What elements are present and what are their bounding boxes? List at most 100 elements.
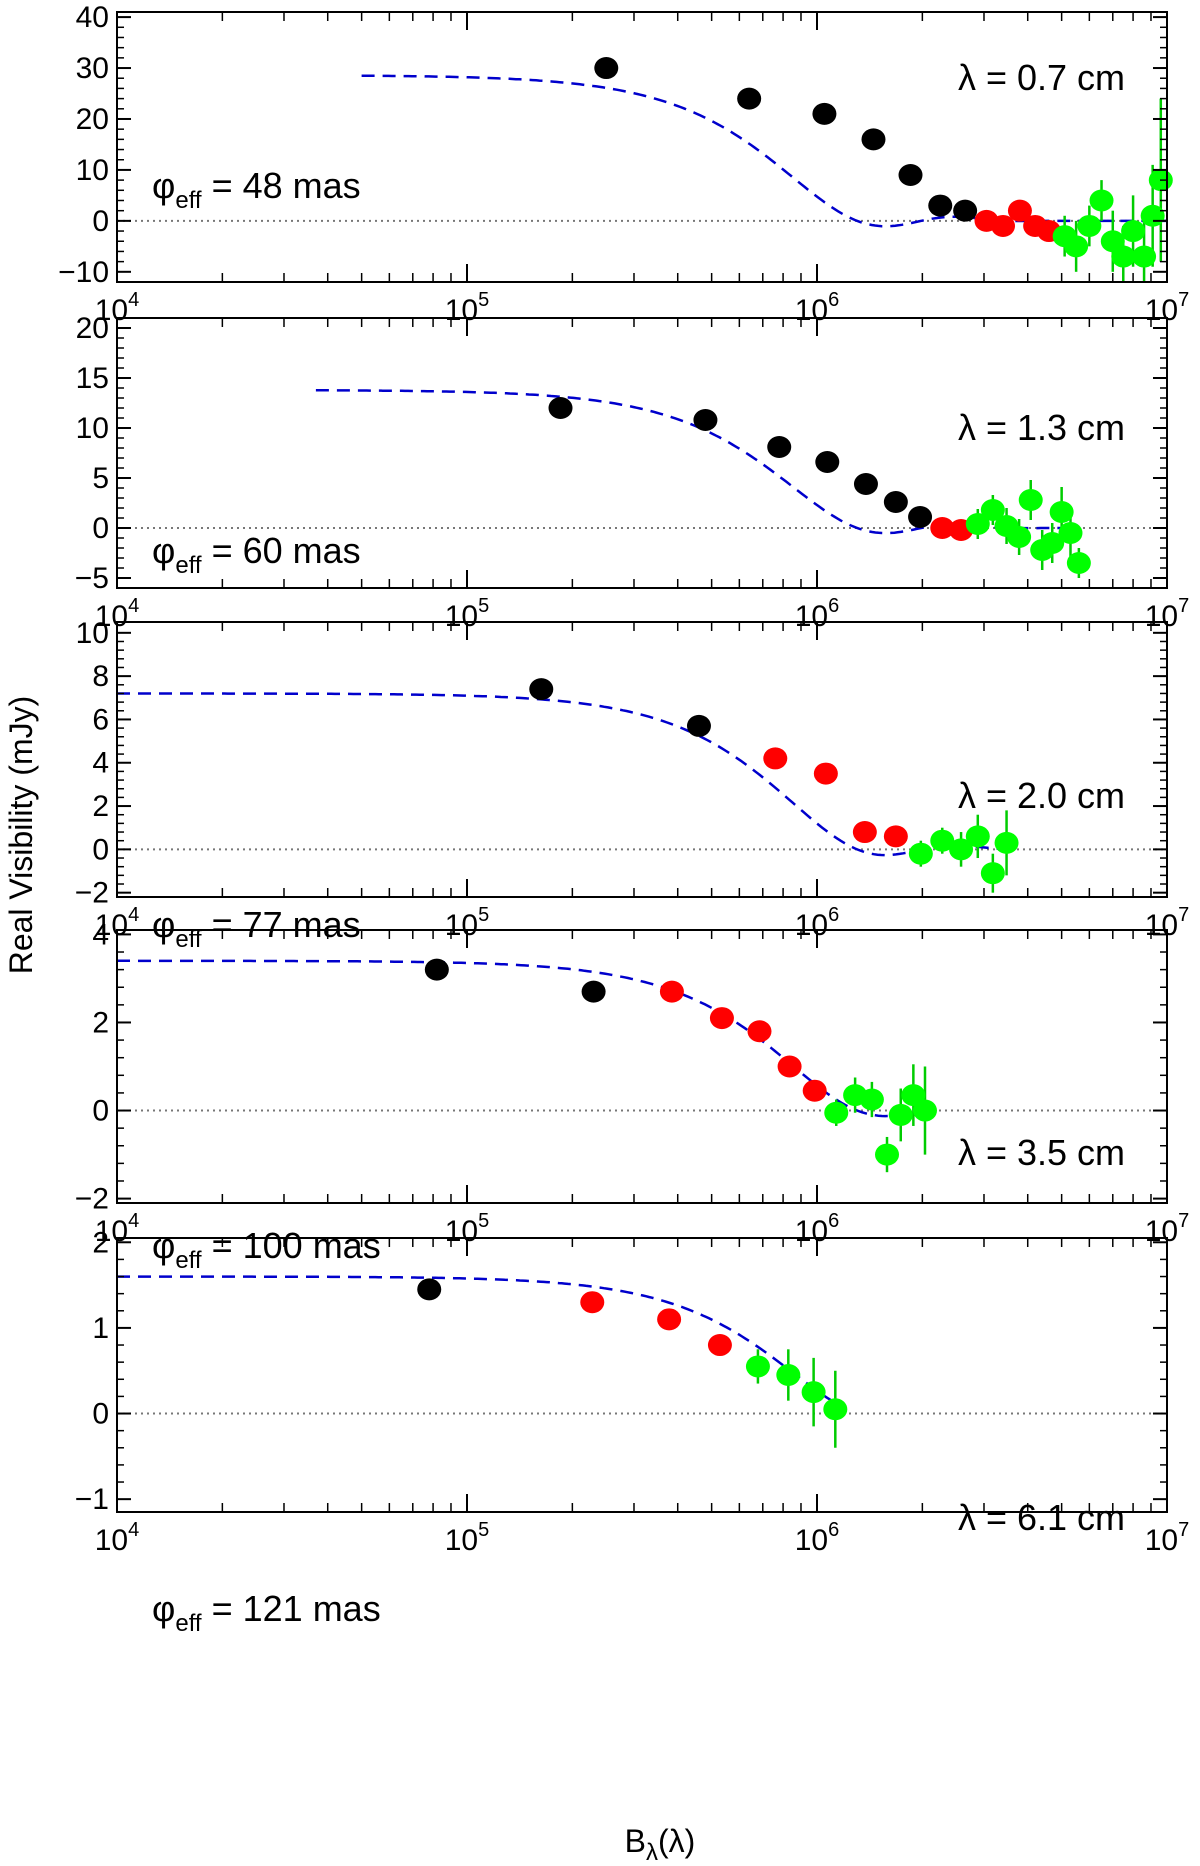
y-tick-label: −2 xyxy=(75,877,109,910)
phi-eff-label: φeff = 60 mas xyxy=(152,530,361,579)
data-point-green xyxy=(1077,214,1102,237)
data-point-green xyxy=(1132,245,1157,268)
phi-eff-label: φeff = 48 mas xyxy=(152,165,361,214)
data-point-black xyxy=(815,451,840,473)
lambda-label: λ = 1.3 cm xyxy=(958,407,1125,448)
model-curve xyxy=(361,74,1167,228)
y-tick-label: 4 xyxy=(92,918,109,951)
y-tick-label: 4 xyxy=(92,747,109,780)
data-point-red xyxy=(747,1020,772,1043)
plot-frame xyxy=(116,621,1168,898)
panel-5: −1 0 1 2 104 105 106 107 λ = 6.1 cm φeff = 121 ma… xyxy=(75,1226,1189,1637)
y-tick-label: 1 xyxy=(92,1312,109,1345)
data-point-black xyxy=(898,164,923,187)
x-tick-label: 105 xyxy=(445,904,490,942)
data-point-green xyxy=(776,1364,801,1386)
data-point-black xyxy=(581,980,606,1003)
data-point-red xyxy=(657,1308,682,1331)
x-tick-label: 107 xyxy=(1145,1519,1190,1557)
y-tick-label: 0 xyxy=(92,1398,109,1431)
data-point-black xyxy=(861,128,886,151)
y-tick-label: 2 xyxy=(92,1226,109,1259)
data-point-green xyxy=(1049,501,1074,523)
y-tick-label: 5 xyxy=(92,462,109,495)
data-point-red xyxy=(709,1007,734,1030)
plot-frame xyxy=(116,317,1168,589)
data-point-green xyxy=(801,1381,826,1404)
y-tick-label: 10 xyxy=(76,617,109,650)
data-point-green xyxy=(1111,245,1136,268)
plot-frame xyxy=(116,929,1168,1204)
y-axis-title: Real Visibility (mJy) xyxy=(3,696,39,975)
data-point-green xyxy=(1064,235,1089,258)
data-point-green xyxy=(1121,220,1146,243)
lambda-label: λ = 3.5 cm xyxy=(958,1132,1125,1173)
data-point-green xyxy=(1140,204,1165,227)
data-point-red xyxy=(991,214,1016,237)
y-tick-label: 0 xyxy=(92,205,109,238)
data-point-black xyxy=(812,102,837,125)
y-tick-label: 0 xyxy=(92,833,109,866)
data-point-black xyxy=(883,491,908,513)
lambda-label: λ = 2.0 cm xyxy=(958,775,1125,816)
data-point-black xyxy=(953,199,978,222)
lambda-label: λ = 0.7 cm xyxy=(958,57,1125,98)
y-tick-label: −1 xyxy=(75,1483,109,1516)
y-tick-label: 0 xyxy=(92,512,109,545)
data-point-green xyxy=(994,831,1019,854)
plot-frame xyxy=(116,11,1168,283)
data-point-black xyxy=(424,958,449,981)
data-point-green xyxy=(901,1084,926,1107)
data-point-green xyxy=(859,1088,884,1111)
data-point-red xyxy=(813,762,838,785)
data-point-green xyxy=(1040,532,1065,554)
data-point-red xyxy=(883,825,908,848)
phi-eff-label: φeff = 77 mas xyxy=(152,904,361,953)
y-tick-label: 15 xyxy=(76,362,109,395)
data-point-black xyxy=(417,1278,442,1301)
y-tick-label: −5 xyxy=(75,562,109,595)
x-tick-label: 105 xyxy=(445,1210,490,1248)
x-tick-label: 105 xyxy=(445,1519,490,1557)
phi-eff-label: φeff = 100 mas xyxy=(152,1225,381,1274)
data-point-green xyxy=(1066,552,1091,574)
y-tick-label: 2 xyxy=(92,790,109,823)
data-point-red xyxy=(777,1055,802,1078)
data-point-red xyxy=(580,1291,605,1314)
data-point-green xyxy=(965,513,990,535)
x-tick-label: 104 xyxy=(95,1210,140,1248)
data-point-red xyxy=(1007,199,1032,222)
model-curve xyxy=(117,692,1004,857)
data-point-black xyxy=(594,57,619,80)
data-point-green xyxy=(930,829,955,852)
x-axis-title-tail: (λ) xyxy=(658,1823,695,1859)
x-axis-title-sub: λ xyxy=(646,1839,658,1866)
x-tick-label: 104 xyxy=(95,595,140,633)
x-tick-label: 104 xyxy=(95,1519,140,1557)
data-point-green xyxy=(824,1101,849,1124)
y-tick-label: 10 xyxy=(76,412,109,445)
data-point-red xyxy=(930,517,955,539)
data-point-black xyxy=(928,194,953,217)
data-point-black xyxy=(529,678,554,701)
x-axis-title: Bλ(λ) xyxy=(625,1823,696,1866)
data-point-black xyxy=(686,714,711,737)
data-point-green xyxy=(980,499,1005,521)
data-point-red xyxy=(852,821,877,844)
data-point-green xyxy=(980,862,1005,885)
data-point-black xyxy=(767,436,792,458)
y-tick-label: 0 xyxy=(92,1095,109,1128)
y-tick-label: 30 xyxy=(76,52,109,85)
data-point-green xyxy=(1089,189,1114,212)
data-point-black xyxy=(548,397,573,419)
x-tick-label: 104 xyxy=(95,904,140,942)
model-curve xyxy=(117,959,919,1118)
data-point-black xyxy=(908,506,933,528)
data-point-black xyxy=(737,87,762,110)
y-tick-label: 20 xyxy=(76,103,109,136)
